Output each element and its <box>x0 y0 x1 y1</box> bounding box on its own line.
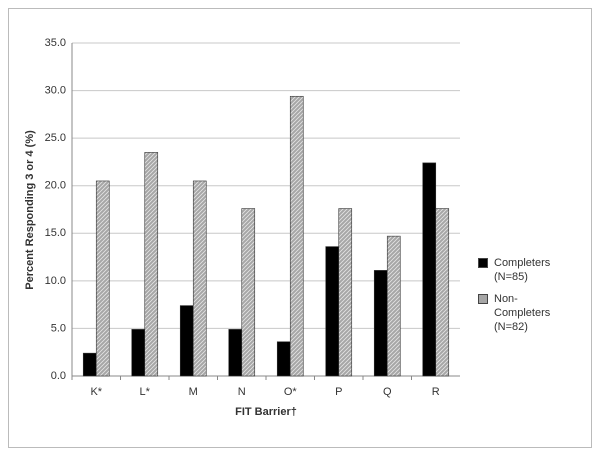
y-tick-label: 20.0 <box>45 180 66 192</box>
bar <box>82 352 97 377</box>
bar <box>338 208 353 377</box>
x-tick-label: N <box>238 386 246 398</box>
legend-label: Completers (N=85) <box>494 257 551 283</box>
x-tick-label: R <box>432 386 440 398</box>
x-tick-label: Q <box>383 386 392 398</box>
bar <box>289 95 304 377</box>
y-tick-label: 10.0 <box>45 275 66 287</box>
bar <box>95 180 110 377</box>
x-axis-label: FIT Barrier† <box>235 406 297 418</box>
bar <box>373 270 388 377</box>
legend-label: Non-Completers (N=82) <box>494 293 551 333</box>
bar <box>144 152 159 377</box>
bar <box>422 162 437 377</box>
x-tick-label: P <box>335 386 342 398</box>
bar <box>228 329 243 377</box>
x-tick-label: O* <box>284 386 298 398</box>
bar <box>241 208 256 377</box>
y-axis-label: Percent Responding 3 or 4 (%) <box>24 130 36 290</box>
bar <box>435 208 450 377</box>
legend-item: Completers (N=85) <box>478 256 578 284</box>
bar <box>131 329 146 377</box>
bar <box>192 180 207 377</box>
bar <box>386 235 401 377</box>
y-tick-label: 35.0 <box>45 37 66 49</box>
bar <box>179 305 194 377</box>
x-tick-label: L* <box>140 386 151 398</box>
x-tick-label: M <box>189 386 198 398</box>
y-tick-label: 25.0 <box>45 132 66 144</box>
y-tick-label: 0.0 <box>51 370 66 382</box>
legend-item: Non-Completers (N=82) <box>478 292 578 334</box>
legend: Completers (N=85) Non-Completers (N=82) <box>478 256 578 342</box>
bar <box>325 246 340 377</box>
y-tick-label: 30.0 <box>45 84 66 96</box>
chart-frame <box>8 8 592 448</box>
bar <box>276 341 291 377</box>
y-tick-label: 15.0 <box>45 227 66 239</box>
x-tick-label: K* <box>90 386 102 398</box>
legend-swatch <box>478 294 488 304</box>
legend-swatch <box>478 258 488 268</box>
y-tick-label: 5.0 <box>51 322 66 334</box>
